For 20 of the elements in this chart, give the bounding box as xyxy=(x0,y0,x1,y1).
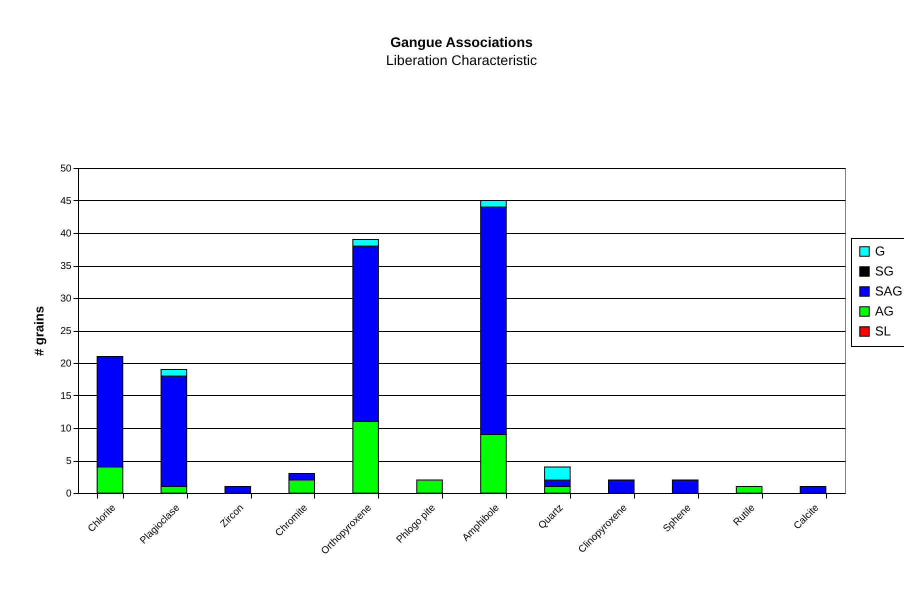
legend-label: SL xyxy=(875,324,891,338)
chart-subtitle: Liberation Characteristic xyxy=(386,52,537,68)
y-tick-label: 20 xyxy=(60,358,72,370)
y-tick-label: 10 xyxy=(60,424,72,434)
legend-label: SAG xyxy=(875,284,902,298)
legend-label: SG xyxy=(875,264,894,278)
y-tick-label: 25 xyxy=(60,326,72,337)
y-tick-label: 0 xyxy=(66,488,72,500)
y-tick-label: 50 xyxy=(60,164,72,174)
y-tick-label: 5 xyxy=(66,456,72,467)
y-tick-label: 40 xyxy=(60,228,72,240)
bar xyxy=(224,486,252,494)
legend-label: AG xyxy=(875,304,894,318)
chart-title: Gangue Associations xyxy=(390,34,534,50)
legend-label: G xyxy=(875,244,886,258)
y-tick-label: 15 xyxy=(60,391,72,402)
y-tick-label: 30 xyxy=(60,294,72,304)
y-tick-label: 35 xyxy=(60,261,72,272)
y-tick-label: 45 xyxy=(60,196,72,207)
y-axis-title: # grains xyxy=(31,306,46,356)
